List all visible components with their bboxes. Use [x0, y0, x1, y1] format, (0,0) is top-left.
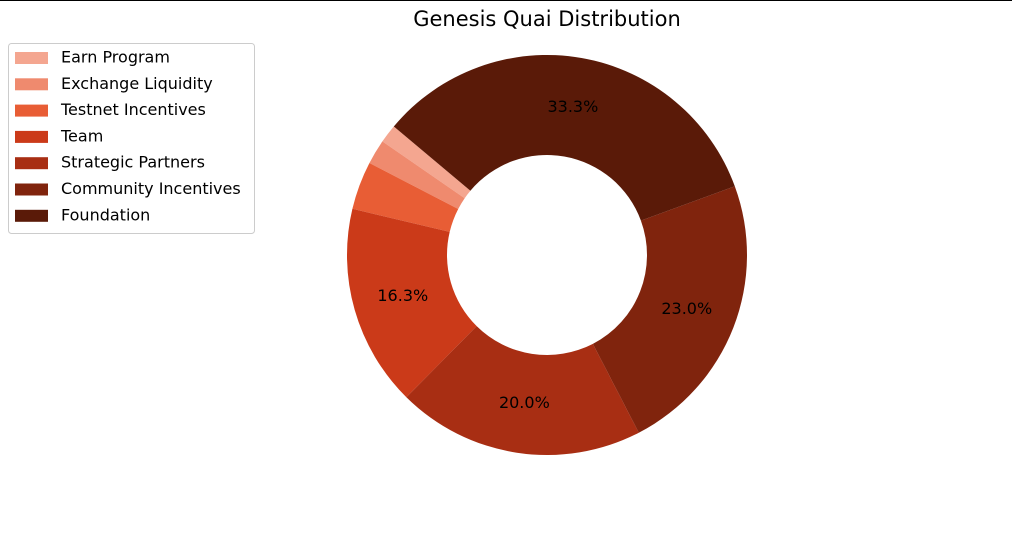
legend-swatch: [15, 157, 48, 170]
value-label: 16.3%: [377, 286, 428, 305]
legend-label: Testnet Incentives: [60, 100, 206, 119]
legend-label: Team: [60, 126, 103, 145]
value-label: 33.3%: [547, 97, 598, 116]
legend-swatch: [15, 78, 48, 91]
legend-label: Earn Program: [61, 48, 170, 67]
donut-slice: [393, 54, 735, 221]
donut-slice: [592, 186, 747, 433]
value-label: 20.0%: [499, 393, 550, 412]
legend-label: Foundation: [61, 205, 150, 224]
legend-swatch: [15, 183, 48, 196]
legend-swatch: [15, 130, 48, 143]
donut-slice: [347, 208, 477, 398]
legend: Earn Program Exchange Liquidity Testnet In…: [8, 43, 255, 234]
donut-slice: [382, 126, 471, 199]
donut-slice: [406, 326, 639, 455]
donut-slice: [369, 141, 465, 209]
legend-label: Strategic Partners: [61, 153, 205, 172]
legend-swatch: [15, 52, 48, 64]
donut-slice: [352, 162, 459, 232]
legend-swatch: [15, 209, 48, 222]
value-label: 23.0%: [661, 299, 712, 318]
legend-label: Community Incentives: [61, 179, 241, 198]
legend-swatch: [15, 104, 48, 117]
chart-title: Genesis Quai Distribution: [413, 7, 681, 31]
legend-label: Exchange Liquidity: [61, 74, 213, 93]
legend-frame: [8, 43, 255, 234]
